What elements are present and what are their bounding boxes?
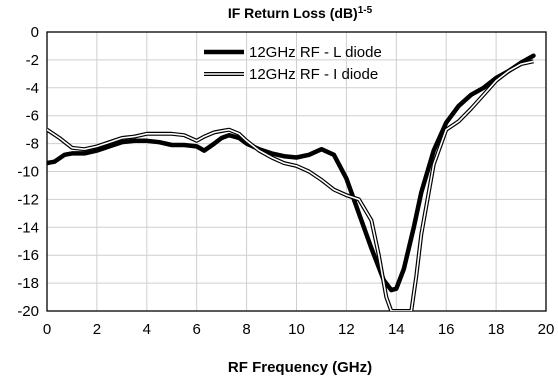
legend-label-l-diode: 12GHz RF - L diode	[249, 44, 382, 61]
y-tick-label: -20	[17, 303, 39, 320]
x-tick-label: 2	[93, 321, 101, 338]
y-tick-label: -16	[17, 247, 39, 264]
x-tick-label: 20	[538, 321, 555, 338]
series-line-i-diode-outer	[47, 59, 534, 311]
x-axis-ticks: 0 2 4 6 8 10 12 14 16 18 20	[43, 321, 555, 338]
y-tick-label: -18	[17, 275, 39, 292]
x-axis-label: RF Frequency (GHz)	[228, 359, 372, 376]
legend-label-i-diode: 12GHz RF - I diode	[249, 66, 378, 83]
y-tick-label: -10	[17, 164, 39, 181]
x-tick-label: 4	[143, 321, 151, 338]
x-tick-label: 6	[193, 321, 201, 338]
y-tick-label: -6	[26, 108, 39, 125]
x-tick-label: 10	[288, 321, 305, 338]
series-line-i-diode-inner	[47, 60, 534, 311]
y-tick-label: -8	[26, 136, 39, 153]
series-line-l-diode	[47, 53, 536, 293]
y-axis-ticks: 0 -2 -4 -6 -8 -10 -12 -14 -16 -18 -20	[17, 24, 39, 320]
x-tick-label: 0	[43, 321, 51, 338]
x-tick-label: 18	[488, 321, 505, 338]
x-tick-label: 12	[338, 321, 355, 338]
y-tick-label: -2	[26, 52, 39, 69]
y-tick-label: -14	[17, 219, 39, 236]
y-tick-label: -12	[17, 191, 39, 208]
y-tick-label: 0	[31, 24, 39, 41]
series-layer	[47, 53, 536, 311]
plot-area-border	[46, 31, 547, 312]
legend: 12GHz RF - L diode 12GHz RF - I diode	[204, 44, 382, 83]
y-tick-label: -4	[26, 80, 39, 97]
x-tick-label: 16	[438, 321, 455, 338]
chart-title: IF Return Loss (dB)1-5	[228, 5, 373, 21]
x-tick-label: 8	[242, 321, 250, 338]
x-tick-label: 14	[388, 321, 405, 338]
